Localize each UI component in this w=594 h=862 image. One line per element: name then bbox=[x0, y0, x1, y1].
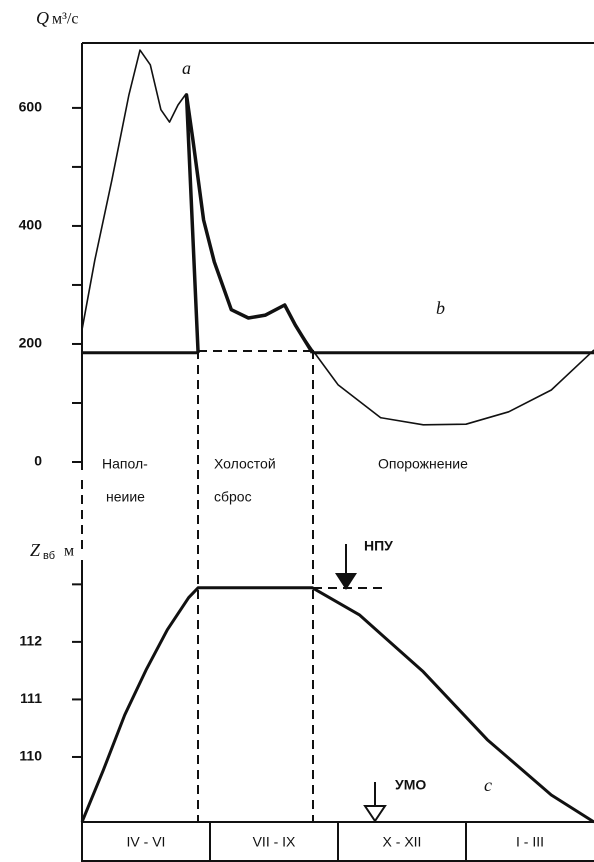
period-label: VII - IX bbox=[253, 834, 296, 850]
region-label: неиие bbox=[106, 489, 145, 505]
y-tick-label: 0 bbox=[34, 453, 42, 469]
series-line bbox=[184, 93, 314, 354]
region-label: сброс bbox=[214, 489, 252, 505]
region-label: Напол- bbox=[102, 456, 148, 472]
region-label: Опорожнение bbox=[378, 456, 468, 472]
period-label: X - XII bbox=[383, 834, 422, 850]
arrow-head bbox=[363, 805, 387, 823]
y-tick-label: 400 bbox=[19, 217, 43, 233]
y-label: Q bbox=[36, 8, 49, 28]
period-label: IV - VI bbox=[127, 834, 166, 850]
y-tick-label: 111 bbox=[20, 690, 42, 706]
y-unit: м³/с bbox=[52, 11, 78, 28]
curve-label: c bbox=[484, 775, 492, 795]
y-label-sub: вб bbox=[43, 550, 55, 562]
level-label: НПУ bbox=[364, 538, 393, 554]
y-tick-label: 112 bbox=[19, 633, 42, 649]
curve-label: a bbox=[182, 58, 191, 78]
region-label: Холостой bbox=[214, 456, 276, 472]
arrow-head bbox=[335, 573, 357, 590]
y-tick-label: 600 bbox=[19, 99, 43, 115]
series-line bbox=[81, 49, 594, 426]
curve-label: b bbox=[436, 298, 445, 318]
y-tick-label: 110 bbox=[19, 748, 42, 764]
y-tick-label: 200 bbox=[19, 335, 43, 351]
series-line bbox=[80, 586, 594, 824]
level-label: УМО bbox=[395, 777, 426, 793]
period-label: I - III bbox=[516, 834, 544, 850]
y-label: Z bbox=[30, 540, 41, 560]
y-unit: м bbox=[64, 543, 74, 560]
